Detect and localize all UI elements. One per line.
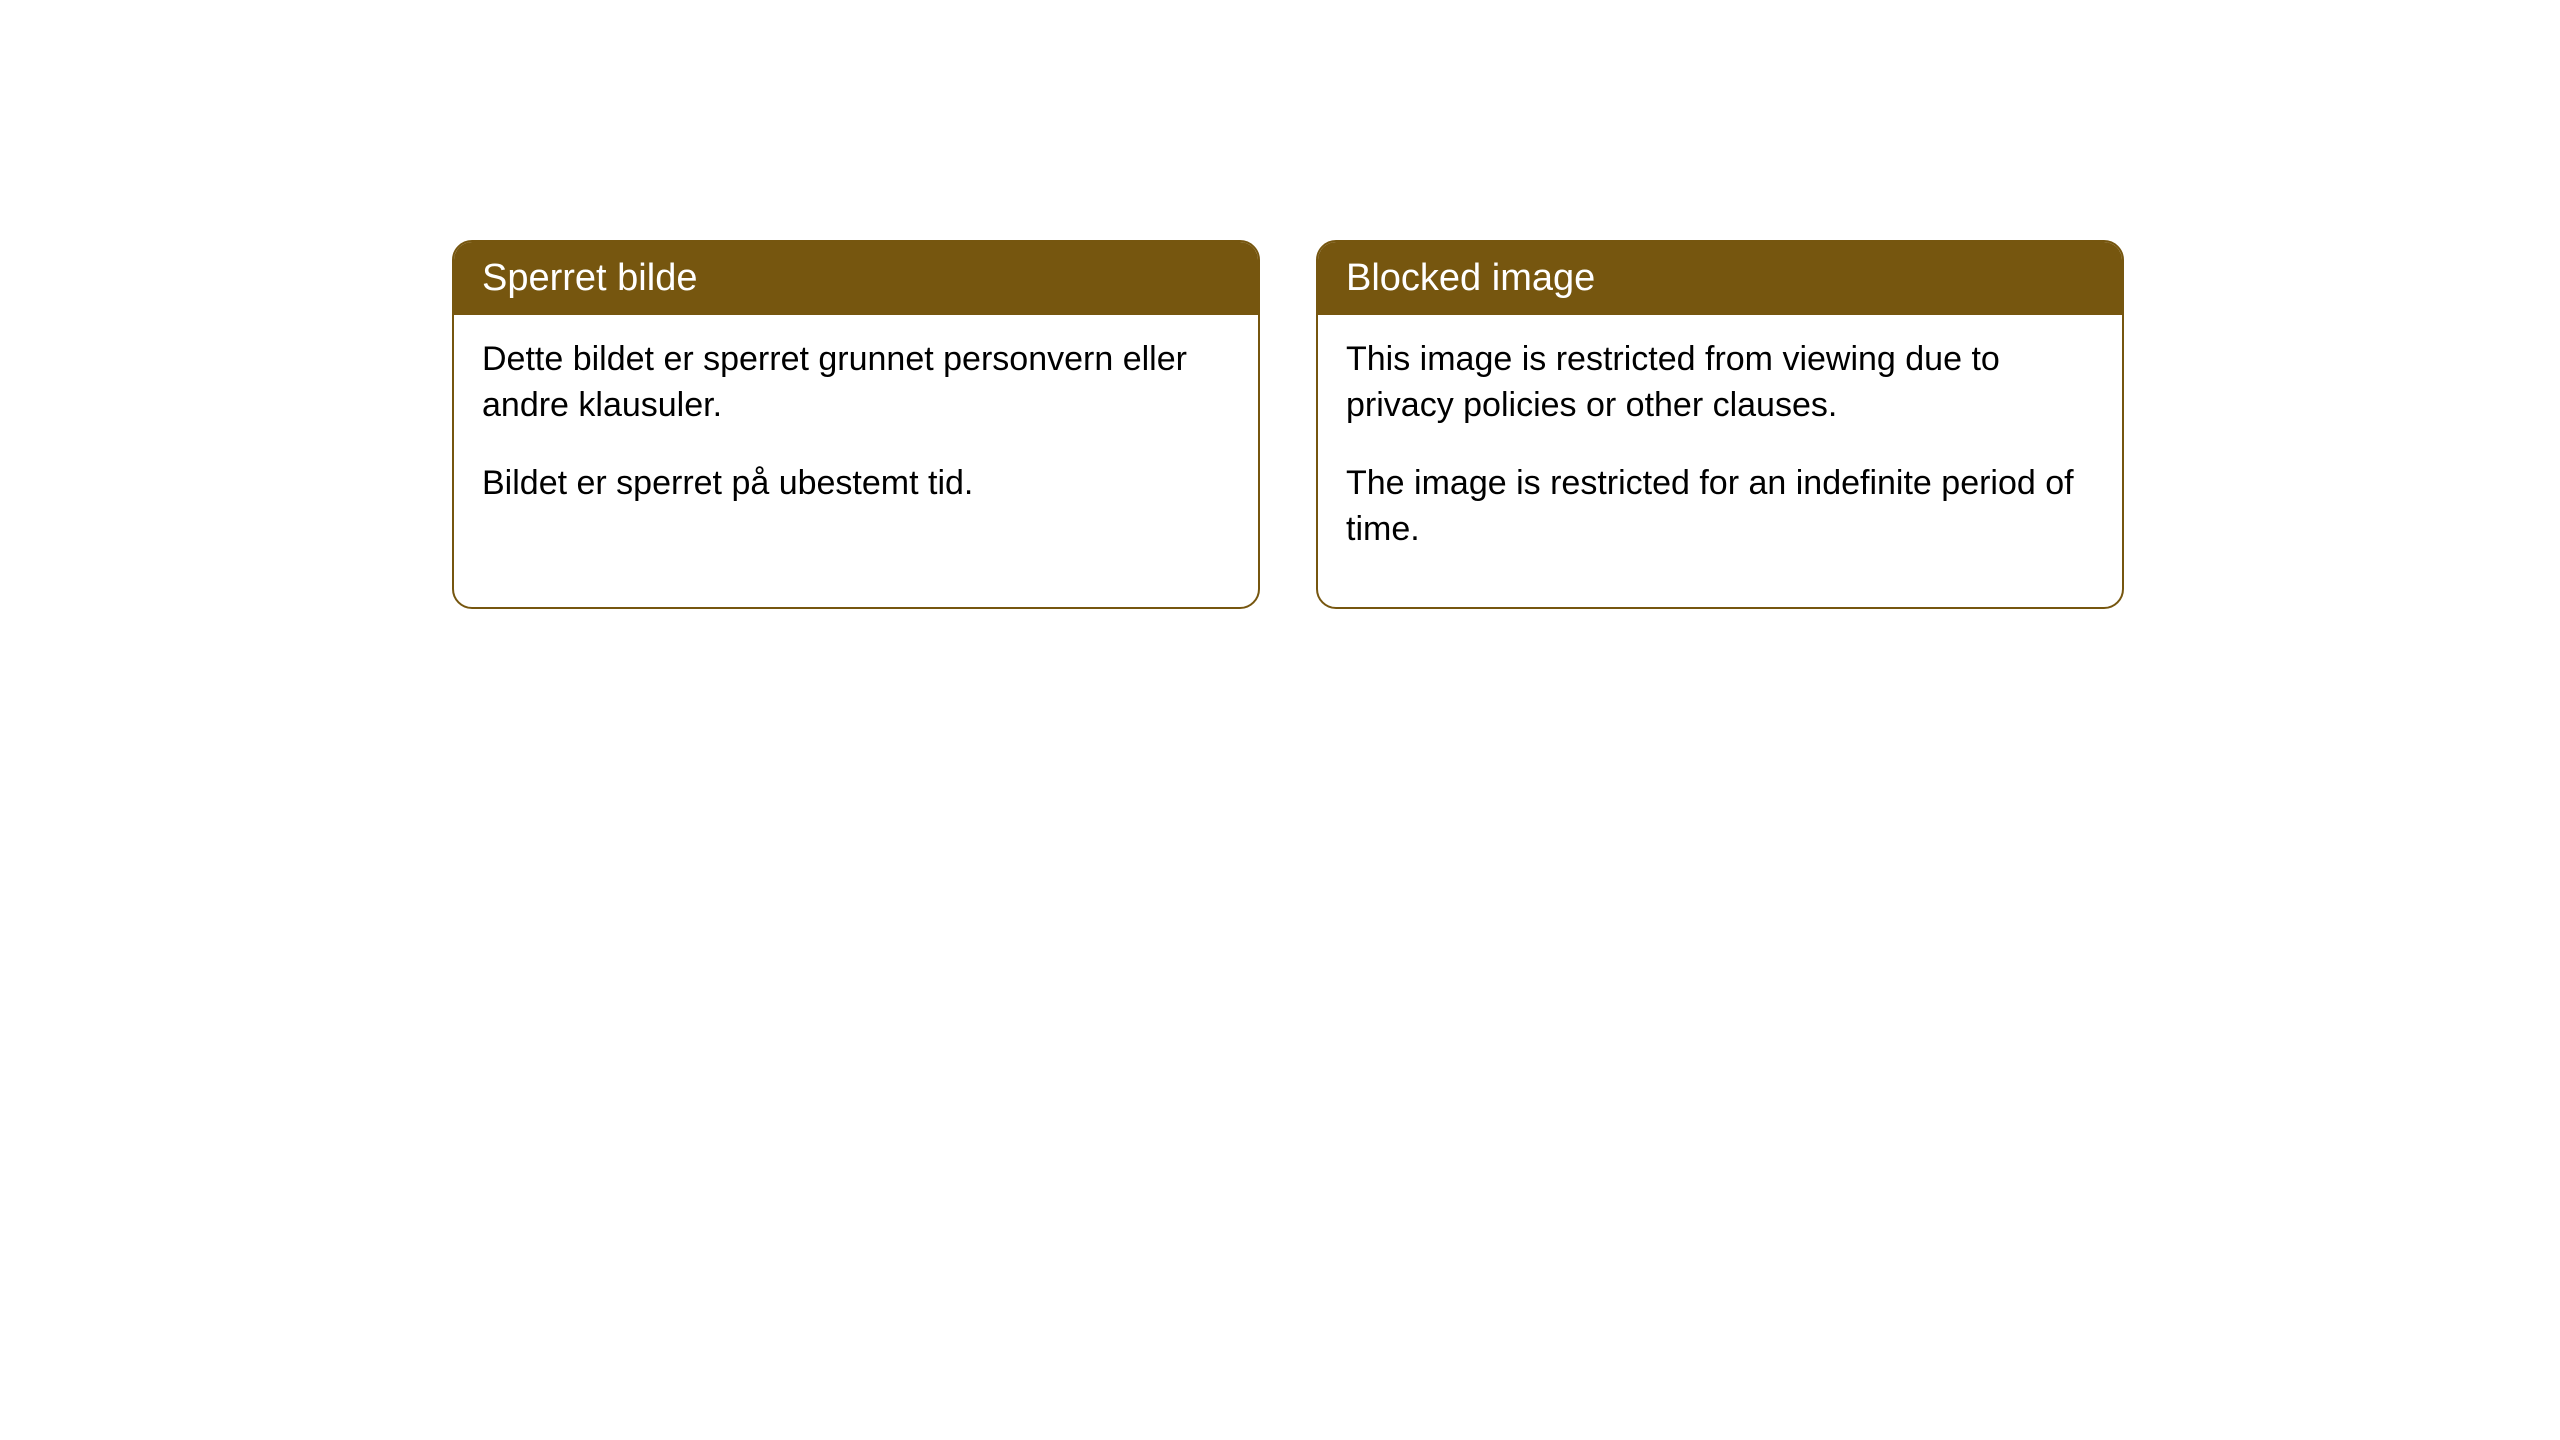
notice-cards-container: Sperret bilde Dette bildet er sperret gr…	[452, 240, 2124, 609]
card-header: Blocked image	[1318, 242, 2122, 315]
card-title: Blocked image	[1346, 257, 1595, 299]
card-title: Sperret bilde	[482, 257, 697, 299]
card-header: Sperret bilde	[454, 242, 1258, 315]
blocked-image-card-english: Blocked image This image is restricted f…	[1316, 240, 2124, 609]
card-paragraph: Bildet er sperret på ubestemt tid.	[482, 461, 1230, 507]
card-paragraph: Dette bildet er sperret grunnet personve…	[482, 337, 1230, 429]
card-body: Dette bildet er sperret grunnet personve…	[454, 315, 1258, 561]
card-paragraph: The image is restricted for an indefinit…	[1346, 461, 2094, 553]
card-paragraph: This image is restricted from viewing du…	[1346, 337, 2094, 429]
card-body: This image is restricted from viewing du…	[1318, 315, 2122, 607]
blocked-image-card-norwegian: Sperret bilde Dette bildet er sperret gr…	[452, 240, 1260, 609]
